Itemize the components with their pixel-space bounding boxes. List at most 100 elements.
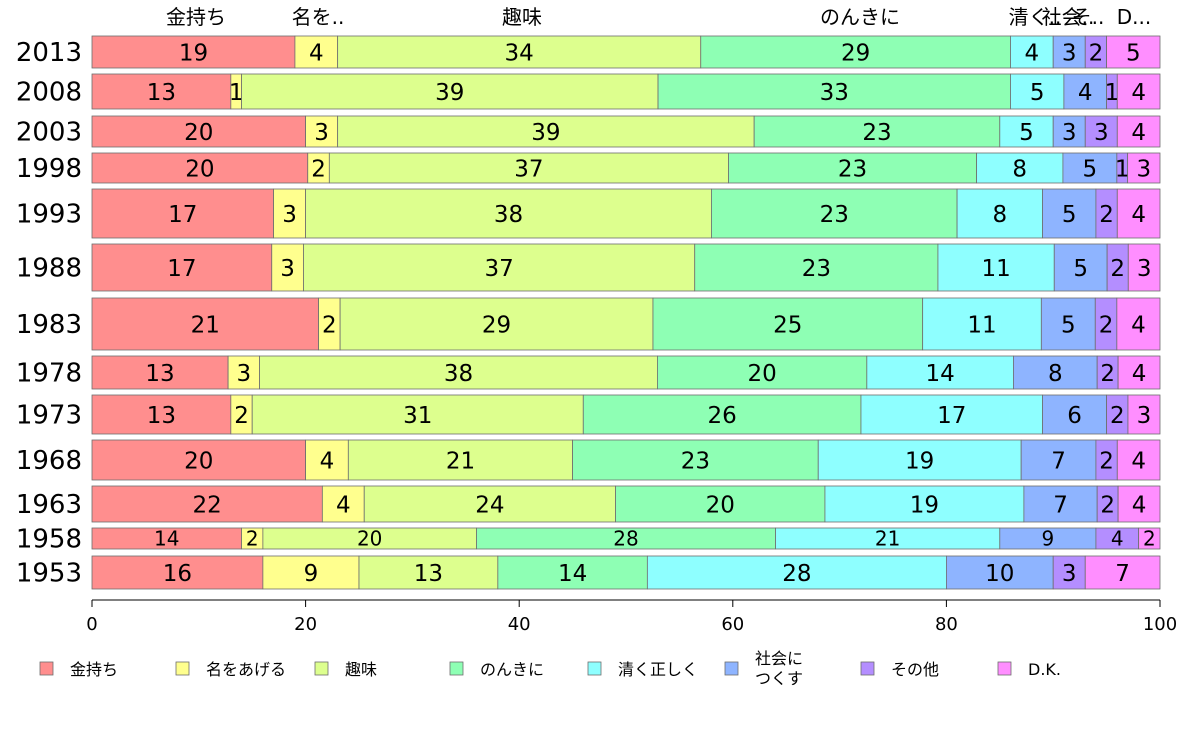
bar-2008-series-4 bbox=[1010, 73, 1065, 110]
bar-1953-series-0 bbox=[91, 555, 264, 590]
year-label-1953: 1953 bbox=[16, 559, 82, 589]
bar-value-label-1973-series-2: 31 bbox=[403, 403, 432, 429]
bar-value-label-1968-series-5: 7 bbox=[1051, 448, 1066, 474]
bar-value-label-1978-series-4: 14 bbox=[925, 361, 954, 387]
bar-value-label-1968-series-1: 4 bbox=[320, 448, 335, 474]
x-tick-label-80: 80 bbox=[935, 614, 958, 635]
bar-1978-series-3 bbox=[657, 355, 868, 390]
legend-swatch-1 bbox=[175, 661, 190, 676]
bar-value-label-1968-series-0: 20 bbox=[184, 448, 213, 474]
bar-1998-series-7 bbox=[1127, 152, 1161, 184]
bar-1993-series-7 bbox=[1116, 188, 1161, 239]
bar-value-label-1983-series-7: 4 bbox=[1131, 312, 1146, 338]
bar-value-label-1993-series-1: 3 bbox=[282, 202, 297, 228]
bar-value-label-1973-series-4: 17 bbox=[937, 403, 966, 429]
bar-value-label-1988-series-2: 37 bbox=[484, 256, 513, 282]
bar-1983-series-5 bbox=[1040, 297, 1096, 351]
bar-value-label-1993-series-2: 38 bbox=[494, 202, 523, 228]
bar-value-label-1963-series-7: 4 bbox=[1132, 492, 1147, 518]
bar-value-label-1998-series-4: 8 bbox=[1012, 156, 1027, 182]
legend-swatch-2 bbox=[314, 661, 329, 676]
bar-1983-series-2 bbox=[339, 297, 654, 351]
bar-value-label-1998-series-0: 20 bbox=[185, 156, 214, 182]
bar-1968-series-4 bbox=[817, 439, 1022, 481]
bar-value-label-1983-series-3: 25 bbox=[773, 312, 802, 338]
bar-1998-series-2 bbox=[328, 152, 729, 184]
bar-1953-series-5 bbox=[946, 555, 1054, 590]
bar-2003-series-6 bbox=[1084, 115, 1118, 148]
bar-value-label-1983-series-5: 5 bbox=[1061, 312, 1076, 338]
bar-value-label-1973-series-0: 13 bbox=[147, 403, 176, 429]
bar-value-label-1983-series-0: 21 bbox=[191, 312, 220, 338]
bar-value-label-1953-series-7: 7 bbox=[1115, 561, 1130, 587]
bar-value-label-1958-series-6: 4 bbox=[1111, 527, 1124, 551]
bar-value-label-1988-series-4: 11 bbox=[981, 256, 1010, 282]
bar-value-label-1993-series-5: 5 bbox=[1062, 202, 1077, 228]
bar-value-label-2008-series-6: 1 bbox=[1105, 80, 1120, 106]
legend-swatch-4 bbox=[587, 661, 602, 676]
legend-swatch-6 bbox=[860, 661, 875, 676]
bar-2013-series-4 bbox=[1010, 35, 1054, 69]
year-label-1998: 1998 bbox=[16, 154, 82, 184]
bar-value-label-2003-series-4: 5 bbox=[1019, 120, 1034, 146]
bar-1993-series-4 bbox=[956, 188, 1043, 239]
bar-value-label-1983-series-2: 29 bbox=[482, 312, 511, 338]
bar-2003-series-5 bbox=[1052, 115, 1086, 148]
year-label-2013: 2013 bbox=[16, 38, 82, 68]
bar-value-label-2008-series-4: 5 bbox=[1030, 80, 1045, 106]
bar-value-label-1978-series-6: 2 bbox=[1100, 361, 1115, 387]
year-label-1968: 1968 bbox=[16, 446, 82, 476]
bar-value-label-1988-series-7: 3 bbox=[1137, 256, 1152, 282]
bar-2008-series-5 bbox=[1063, 73, 1108, 110]
bar-1988-series-3 bbox=[694, 243, 939, 292]
bar-value-label-1953-series-2: 13 bbox=[414, 561, 443, 587]
legend-label-7: D.K. bbox=[1028, 660, 1061, 679]
column-header-2: 趣味 bbox=[502, 5, 542, 29]
bar-value-label-2003-series-3: 23 bbox=[862, 120, 891, 146]
bar-value-label-1958-series-5: 9 bbox=[1041, 527, 1054, 551]
bar-1993-series-3 bbox=[711, 188, 958, 239]
bar-2003-series-1 bbox=[305, 115, 339, 148]
bar-1963-series-5 bbox=[1023, 485, 1098, 523]
bar-value-label-2008-series-2: 39 bbox=[435, 80, 464, 106]
year-label-1978: 1978 bbox=[16, 359, 82, 389]
bar-value-label-1998-series-1: 2 bbox=[311, 156, 326, 182]
bar-2013-series-7 bbox=[1106, 35, 1161, 69]
bar-value-label-1998-series-3: 23 bbox=[838, 156, 867, 182]
bar-value-label-1998-series-5: 5 bbox=[1083, 156, 1098, 182]
legend-label-4: 清く正しく bbox=[618, 660, 698, 679]
bar-value-label-2003-series-7: 4 bbox=[1131, 120, 1146, 146]
year-label-2003: 2003 bbox=[16, 118, 82, 148]
bar-value-label-2013-series-2: 34 bbox=[505, 40, 534, 66]
bar-1973-series-3 bbox=[582, 394, 862, 435]
legend-label-6: その他 bbox=[891, 660, 939, 679]
legend-label-0: 金持ち bbox=[70, 660, 118, 679]
bar-1998-series-3 bbox=[728, 152, 978, 184]
column-header-6: そ.. bbox=[1072, 5, 1105, 29]
bar-1993-series-1 bbox=[273, 188, 306, 239]
bar-1988-series-7 bbox=[1127, 243, 1161, 292]
bar-1958-series-7 bbox=[1138, 527, 1161, 550]
bar-1993-series-5 bbox=[1042, 188, 1097, 239]
year-label-1993: 1993 bbox=[16, 200, 82, 230]
bar-2003-series-0 bbox=[91, 115, 307, 148]
bar-value-label-1978-series-5: 8 bbox=[1048, 361, 1063, 387]
bar-value-label-2008-series-7: 4 bbox=[1131, 80, 1146, 106]
year-label-1988: 1988 bbox=[16, 254, 82, 284]
bar-value-label-1953-series-3: 14 bbox=[558, 561, 587, 587]
bar-value-label-1958-series-3: 28 bbox=[613, 527, 638, 551]
bar-value-label-2008-series-1: 1 bbox=[229, 80, 244, 106]
bar-1953-series-4 bbox=[646, 555, 947, 590]
bar-1953-series-2 bbox=[358, 555, 499, 590]
bar-value-label-1988-series-3: 23 bbox=[802, 256, 831, 282]
bar-value-label-1978-series-3: 20 bbox=[747, 361, 776, 387]
bar-value-label-1958-series-1: 2 bbox=[246, 527, 259, 551]
bar-value-label-1998-series-6: 1 bbox=[1115, 156, 1130, 182]
bar-value-label-1963-series-5: 7 bbox=[1053, 492, 1068, 518]
bar-value-label-2003-series-0: 20 bbox=[184, 120, 213, 146]
bar-1983-series-4 bbox=[922, 297, 1042, 351]
bar-1998-series-5 bbox=[1062, 152, 1118, 184]
bar-value-label-1973-series-1: 2 bbox=[234, 403, 249, 429]
bar-value-label-1973-series-6: 2 bbox=[1110, 403, 1125, 429]
bar-value-label-1953-series-4: 28 bbox=[782, 561, 811, 587]
